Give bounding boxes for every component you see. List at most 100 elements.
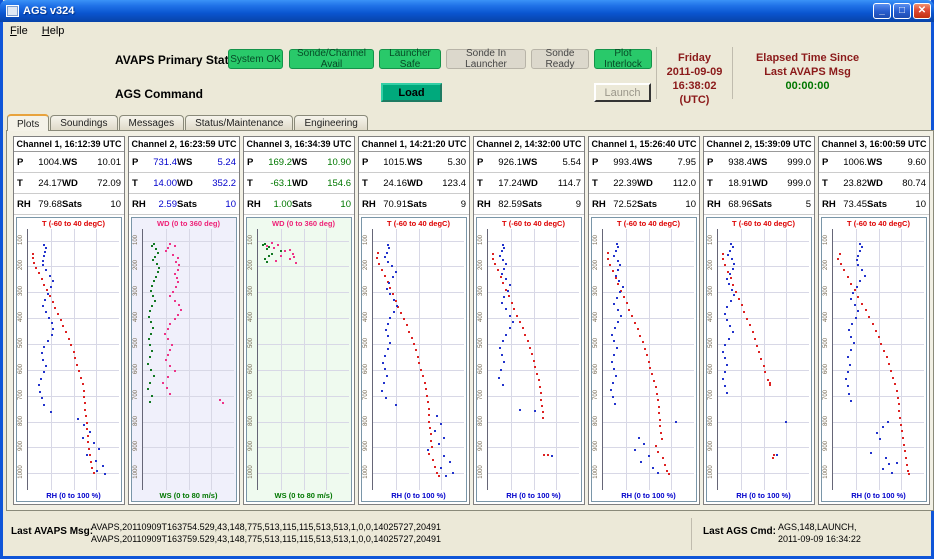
data-point-wd [169, 348, 172, 351]
metric-value: 926.1 [498, 156, 522, 168]
menu-file[interactable]: File [10, 24, 28, 37]
data-point-t [735, 290, 738, 293]
metric-value: 14.00 [153, 177, 177, 189]
data-point-rh [620, 315, 623, 318]
data-point-t [378, 262, 381, 265]
pressure-tick-label: 400 [708, 312, 714, 323]
data-point-rh [726, 306, 729, 309]
data-point-rh [722, 350, 725, 353]
plot-top-axis-label: WD (0 to 360 deg) [157, 219, 220, 228]
metric-label: P [132, 156, 139, 168]
data-point-t [69, 344, 72, 347]
load-button[interactable]: Load [381, 83, 442, 102]
channel-plot[interactable]: T (-60 to 40 degC) 100 200 300 400 500 600 700… [591, 217, 697, 502]
menu-help[interactable]: Help [41, 24, 65, 37]
minimize-button[interactable]: _ [873, 3, 891, 19]
pressure-tick-label: 600 [823, 363, 829, 374]
data-point-t [636, 328, 639, 331]
metric-value: 938.4 [728, 156, 752, 168]
pressure-tick-label: 500 [478, 337, 484, 348]
launch-button[interactable]: Launch [594, 83, 651, 102]
channel-plot[interactable]: T (-60 to 40 degC) 100 200 300 400 500 600 700… [16, 217, 122, 502]
data-point-rh [392, 299, 395, 302]
data-point-t [754, 337, 757, 340]
metric-label: WD [867, 177, 883, 189]
data-point-rh [859, 280, 862, 283]
data-point-t [609, 263, 612, 266]
maximize-button[interactable]: □ [893, 3, 911, 19]
channel-plot[interactable]: WD (0 to 360 deg) 100 200 300 400 500 600 700 8… [246, 217, 352, 502]
title-bar[interactable]: AGS v324 _ □ ✕ [0, 0, 934, 22]
data-point-rh [385, 251, 388, 254]
pressure-tick-label: 200 [18, 260, 24, 271]
data-point-rh [43, 371, 46, 374]
data-point-rh [612, 255, 615, 258]
pressure-tick-label: 100 [363, 234, 369, 245]
data-point-rh [505, 278, 508, 281]
data-point-rh [49, 286, 52, 289]
data-point-rh [731, 267, 734, 270]
data-point-wd [173, 299, 176, 302]
data-point-rh [503, 246, 506, 249]
data-point-t [81, 383, 84, 386]
channel-plot[interactable]: T (-60 to 40 degC) 100 200 300 400 500 600 700… [706, 217, 812, 502]
metric-label: WD [292, 177, 308, 189]
data-point-t [853, 289, 856, 292]
pressure-tick-label: 1000 [248, 465, 254, 479]
tab-plots[interactable]: Plots [7, 114, 50, 131]
data-point-t [899, 416, 902, 419]
data-point-t [902, 437, 905, 440]
data-point-t [502, 282, 505, 285]
close-button[interactable]: ✕ [913, 3, 931, 19]
channel-plot[interactable]: T (-60 to 40 degC) 100 200 300 400 500 600 700… [476, 217, 582, 502]
pressure-tick-label: 300 [708, 286, 714, 297]
pressure-tick-label: 700 [248, 389, 254, 400]
tab-messages[interactable]: Messages [118, 115, 185, 131]
pressure-tick-label: 600 [708, 363, 714, 374]
channel-plot[interactable]: T (-60 to 40 degC) 100 200 300 400 500 600 700… [361, 217, 467, 502]
metric-value: 82.59 [498, 198, 522, 210]
data-point-ws [266, 260, 269, 263]
data-point-t [543, 453, 546, 456]
plot-canvas [27, 229, 119, 490]
data-point-t [732, 284, 735, 287]
data-point-rh [381, 389, 384, 392]
metric-row: T 24.17 WD 72.09 [14, 173, 124, 194]
data-point-rh [614, 250, 617, 253]
tab-engineering[interactable]: Engineering [294, 115, 368, 131]
channel-plot[interactable]: T (-60 to 40 degC) 100 200 300 400 500 600 700… [821, 217, 927, 502]
data-point-t [427, 407, 430, 410]
channel-plot[interactable]: WD (0 to 360 deg) 100 200 300 400 500 600 700 8… [131, 217, 237, 502]
data-point-rh [383, 256, 386, 259]
data-point-ws [267, 255, 270, 258]
data-point-t [773, 453, 776, 456]
data-point-t [606, 257, 609, 260]
data-point-t [86, 428, 89, 431]
data-point-t [46, 289, 49, 292]
data-point-rh [638, 436, 641, 439]
data-point-rh [499, 368, 502, 371]
data-point-rh [617, 246, 620, 249]
metric-label: Sats [62, 198, 83, 210]
tab-soundings[interactable]: Soundings [50, 115, 118, 131]
data-point-rh [724, 312, 727, 315]
pressure-tick-label: 800 [593, 415, 599, 426]
data-point-wd [173, 318, 176, 321]
data-point-t [432, 459, 435, 462]
data-point-rh [39, 377, 42, 380]
data-point-rh [850, 298, 853, 301]
metric-value: 10 [915, 198, 926, 210]
metric-value: 993.4 [613, 156, 637, 168]
data-point-rh [733, 262, 736, 265]
pressure-tick-label: 500 [18, 337, 24, 348]
channel-metrics: P 938.4 WS 999.0 T 18.91 WD 999.0 RH 68.96 Sats 5 [704, 152, 814, 215]
data-point-ws [158, 266, 161, 269]
tab-status-maintenance[interactable]: Status/Maintenance [185, 115, 294, 131]
data-point-rh [622, 285, 625, 288]
metric-label: Sats [752, 198, 773, 210]
metric-row: P 1015. WS 5.30 [359, 152, 469, 173]
data-point-rh [855, 286, 858, 289]
metric-value: 10 [225, 198, 236, 210]
data-point-t [864, 309, 867, 312]
gridline [740, 229, 742, 490]
